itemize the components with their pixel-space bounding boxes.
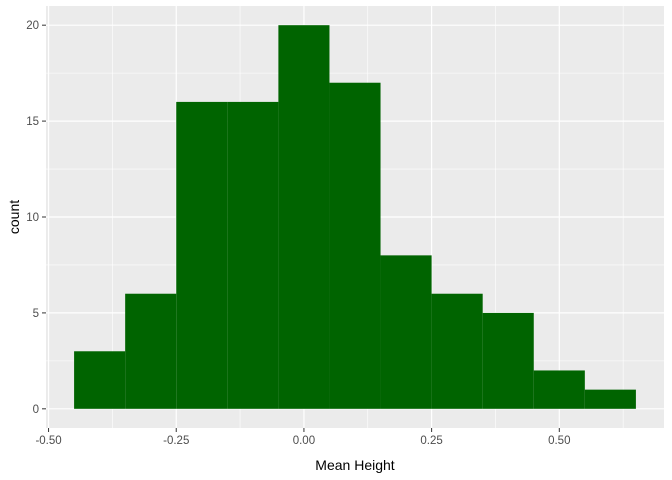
y-axis-ticks: 0 5 10 15 20 xyxy=(26,20,46,416)
histogram-bars xyxy=(74,25,636,409)
x-tick-label: -0.50 xyxy=(35,435,61,447)
histogram-bar xyxy=(125,293,177,409)
histogram-bar xyxy=(278,25,330,409)
y-tick-label: 15 xyxy=(26,116,39,128)
x-axis-title: Mean Height xyxy=(315,457,394,473)
x-tick-label: 0.50 xyxy=(548,435,570,447)
histogram-bar xyxy=(380,255,432,409)
x-axis-ticks: -0.50 -0.25 0.00 0.25 0.50 xyxy=(35,428,570,447)
x-tick-label: 0.00 xyxy=(293,435,315,447)
x-tick-label: 0.25 xyxy=(420,435,442,447)
histogram-bar xyxy=(584,389,636,409)
histogram-bar xyxy=(431,293,483,409)
histogram-bar xyxy=(176,101,228,409)
histogram-bar xyxy=(74,351,126,409)
y-tick-label: 0 xyxy=(33,404,39,416)
x-tick-label: -0.25 xyxy=(163,435,189,447)
histogram-bar xyxy=(227,101,279,409)
y-axis-title: count xyxy=(6,200,22,234)
y-tick-label: 10 xyxy=(26,212,39,224)
histogram-bar xyxy=(482,312,534,409)
histogram-bar xyxy=(533,370,585,409)
histogram-bar xyxy=(329,82,381,409)
y-tick-label: 20 xyxy=(26,20,39,32)
y-tick-label: 5 xyxy=(33,308,39,320)
